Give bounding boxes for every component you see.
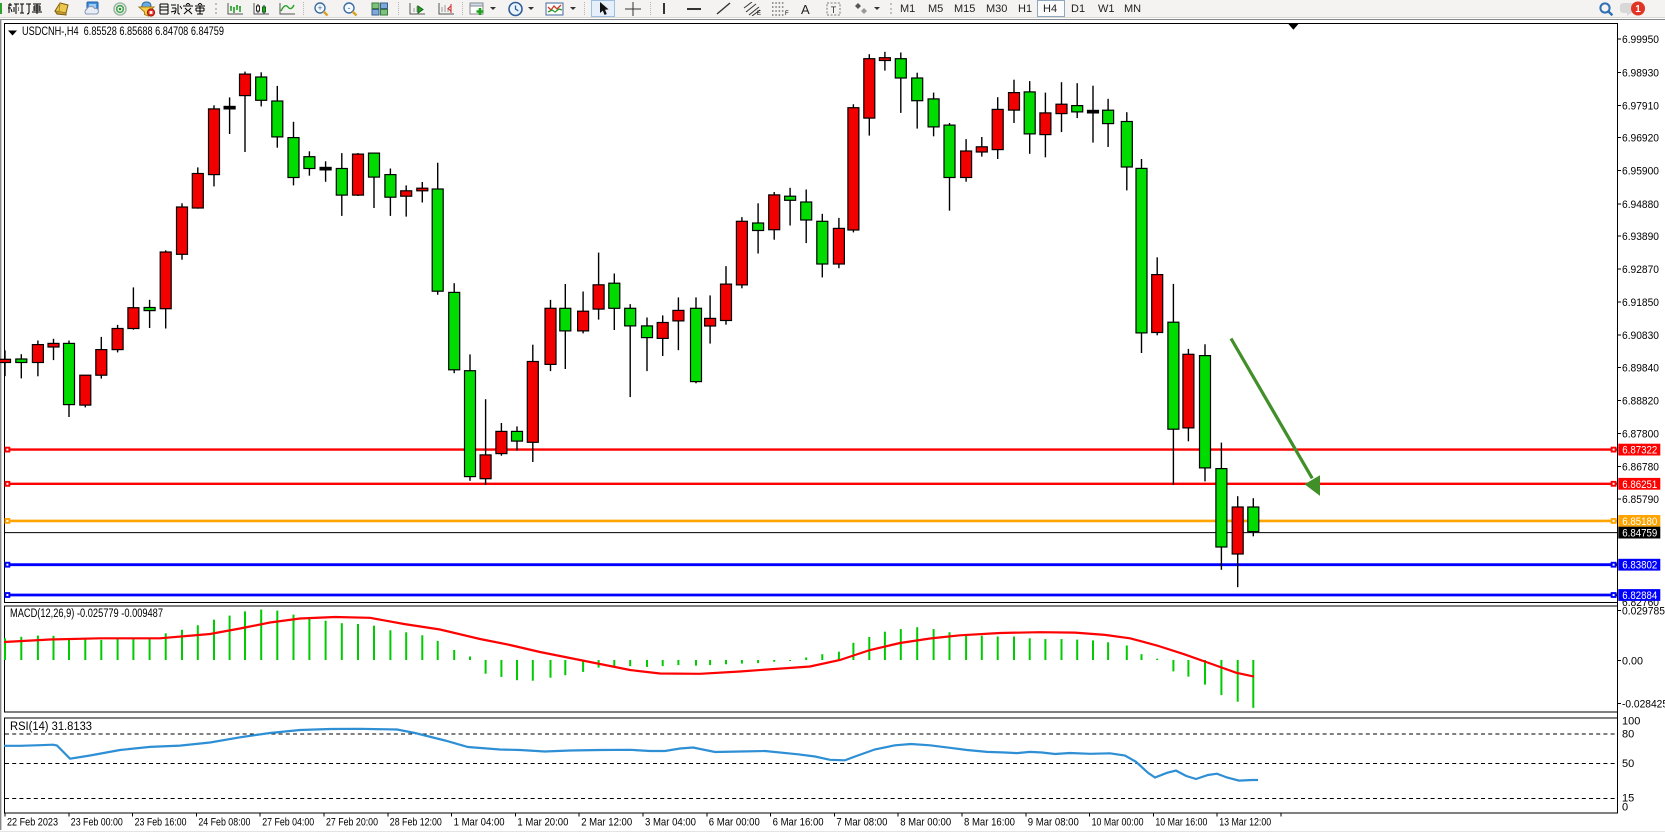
svg-text:6 Mar 00:00: 6 Mar 00:00 — [709, 817, 760, 829]
svg-text:23 Feb 16:00: 23 Feb 16:00 — [135, 817, 187, 829]
svg-text:6.83802: 6.83802 — [1622, 560, 1657, 572]
svg-text:6.94880: 6.94880 — [1622, 199, 1659, 211]
svg-text:6.90830: 6.90830 — [1622, 330, 1659, 342]
svg-text:28 Feb 12:00: 28 Feb 12:00 — [390, 817, 442, 829]
svg-text:-0.028425: -0.028425 — [1622, 699, 1665, 711]
svg-text:6.89840: 6.89840 — [1622, 362, 1659, 374]
svg-text:0.00: 0.00 — [1622, 656, 1643, 668]
svg-text:6.95900: 6.95900 — [1622, 166, 1659, 178]
svg-text:23 Feb 00:00: 23 Feb 00:00 — [71, 817, 123, 829]
svg-text:8 Mar 00:00: 8 Mar 00:00 — [900, 817, 951, 829]
svg-text:10 Mar 16:00: 10 Mar 16:00 — [1155, 817, 1207, 829]
svg-text:6.87322: 6.87322 — [1622, 445, 1657, 457]
svg-text:F: F — [785, 11, 789, 16]
svg-text:6.87800: 6.87800 — [1622, 429, 1659, 441]
svg-text:6.86780: 6.86780 — [1622, 462, 1659, 474]
svg-text:13 Mar 12:00: 13 Mar 12:00 — [1219, 817, 1271, 829]
svg-text:6.92870: 6.92870 — [1622, 264, 1659, 276]
svg-text:22 Feb 2023: 22 Feb 2023 — [7, 817, 58, 829]
svg-text:RSI(14) 31.8133: RSI(14) 31.8133 — [10, 721, 92, 733]
svg-text:24 Feb 08:00: 24 Feb 08:00 — [198, 817, 250, 829]
svg-text:6.96920: 6.96920 — [1622, 133, 1659, 145]
svg-text:0: 0 — [1622, 802, 1628, 814]
svg-text:1 Mar 20:00: 1 Mar 20:00 — [517, 817, 568, 829]
svg-text:6.85790: 6.85790 — [1622, 494, 1659, 506]
svg-text:USDCNH-,H4 6.85528 6.85688 6.: USDCNH-,H4 6.85528 6.85688 6.84708 6.847… — [22, 24, 224, 38]
svg-text:6 Mar 16:00: 6 Mar 16:00 — [773, 817, 824, 829]
svg-text:27 Feb 04:00: 27 Feb 04:00 — [262, 817, 314, 829]
svg-text:6.97910: 6.97910 — [1622, 100, 1659, 112]
svg-text:80: 80 — [1622, 729, 1634, 741]
svg-text:8 Mar 16:00: 8 Mar 16:00 — [964, 817, 1015, 829]
svg-text:1: 1 — [1635, 4, 1641, 15]
svg-text:6.93890: 6.93890 — [1622, 231, 1659, 243]
svg-text:10 Mar 00:00: 10 Mar 00:00 — [1092, 817, 1144, 829]
svg-text:2 Mar 12:00: 2 Mar 12:00 — [581, 817, 632, 829]
svg-text:50: 50 — [1622, 758, 1634, 770]
svg-text:6.85180: 6.85180 — [1622, 516, 1657, 528]
svg-text:9 Mar 08:00: 9 Mar 08:00 — [1028, 817, 1079, 829]
svg-text:0.029785: 0.029785 — [1622, 606, 1665, 618]
svg-text:100: 100 — [1622, 716, 1640, 728]
svg-text:-: - — [348, 3, 351, 13]
svg-text:E: E — [757, 11, 761, 16]
svg-text:6.99950: 6.99950 — [1622, 34, 1659, 46]
svg-text:6.86251: 6.86251 — [1622, 479, 1657, 491]
svg-text:6.84759: 6.84759 — [1622, 528, 1657, 540]
svg-text:T: T — [831, 5, 837, 15]
svg-text:7 Mar 08:00: 7 Mar 08:00 — [836, 817, 887, 829]
svg-text:6.91850: 6.91850 — [1622, 297, 1659, 309]
svg-text:6.82884: 6.82884 — [1622, 590, 1657, 602]
svg-text:27 Feb 20:00: 27 Feb 20:00 — [326, 817, 378, 829]
svg-text:3 Mar 04:00: 3 Mar 04:00 — [645, 817, 696, 829]
svg-text:15: 15 — [1622, 793, 1634, 805]
svg-text:MACD(12,26,9) -0.025779 -0.009: MACD(12,26,9) -0.025779 -0.009487 — [10, 608, 163, 620]
svg-text:1 Mar 04:00: 1 Mar 04:00 — [454, 817, 505, 829]
svg-text:6.88820: 6.88820 — [1622, 396, 1659, 408]
svg-text:6.98930: 6.98930 — [1622, 67, 1659, 79]
svg-text:+: + — [317, 3, 322, 13]
